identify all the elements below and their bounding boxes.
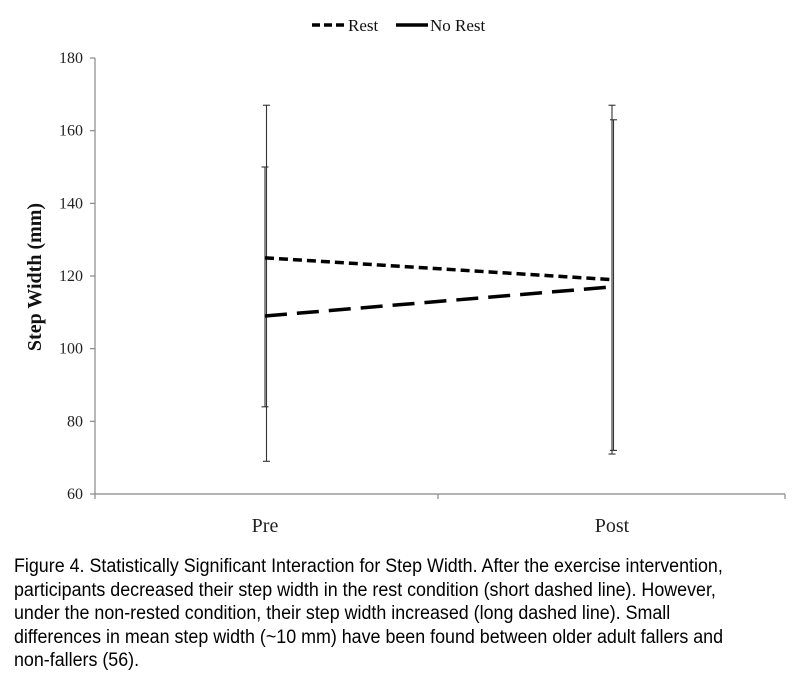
series-line-rest [265,258,612,280]
x-tick-label-pre: Pre [252,515,279,537]
y-tick-label: 120 [59,268,83,285]
error-bars [262,105,618,461]
legend-label-no-rest: No Rest [430,16,486,35]
y-tick-label: 60 [67,486,83,503]
figure-caption: Figure 4. Statistically Significant Inte… [14,555,747,673]
y-tick-label: 140 [59,195,83,212]
x-tick-label-post: Post [595,515,630,537]
series-lines [265,258,612,316]
step-width-chart: Rest No Rest 60 80 100 120 140 160 180 Pre Post S… [0,0,800,550]
y-tick-label: 160 [59,123,83,140]
legend: Rest No Rest [312,16,486,35]
series-line-no-rest [265,287,612,316]
y-tick-label: 80 [67,413,83,430]
legend-label-rest: Rest [348,16,379,35]
y-tick-label: 180 [59,50,83,67]
y-axis-label: Step Width (mm) [24,203,46,351]
axes: 60 80 100 120 140 160 180 Pre Post [59,50,785,537]
y-tick-label: 100 [59,341,83,358]
